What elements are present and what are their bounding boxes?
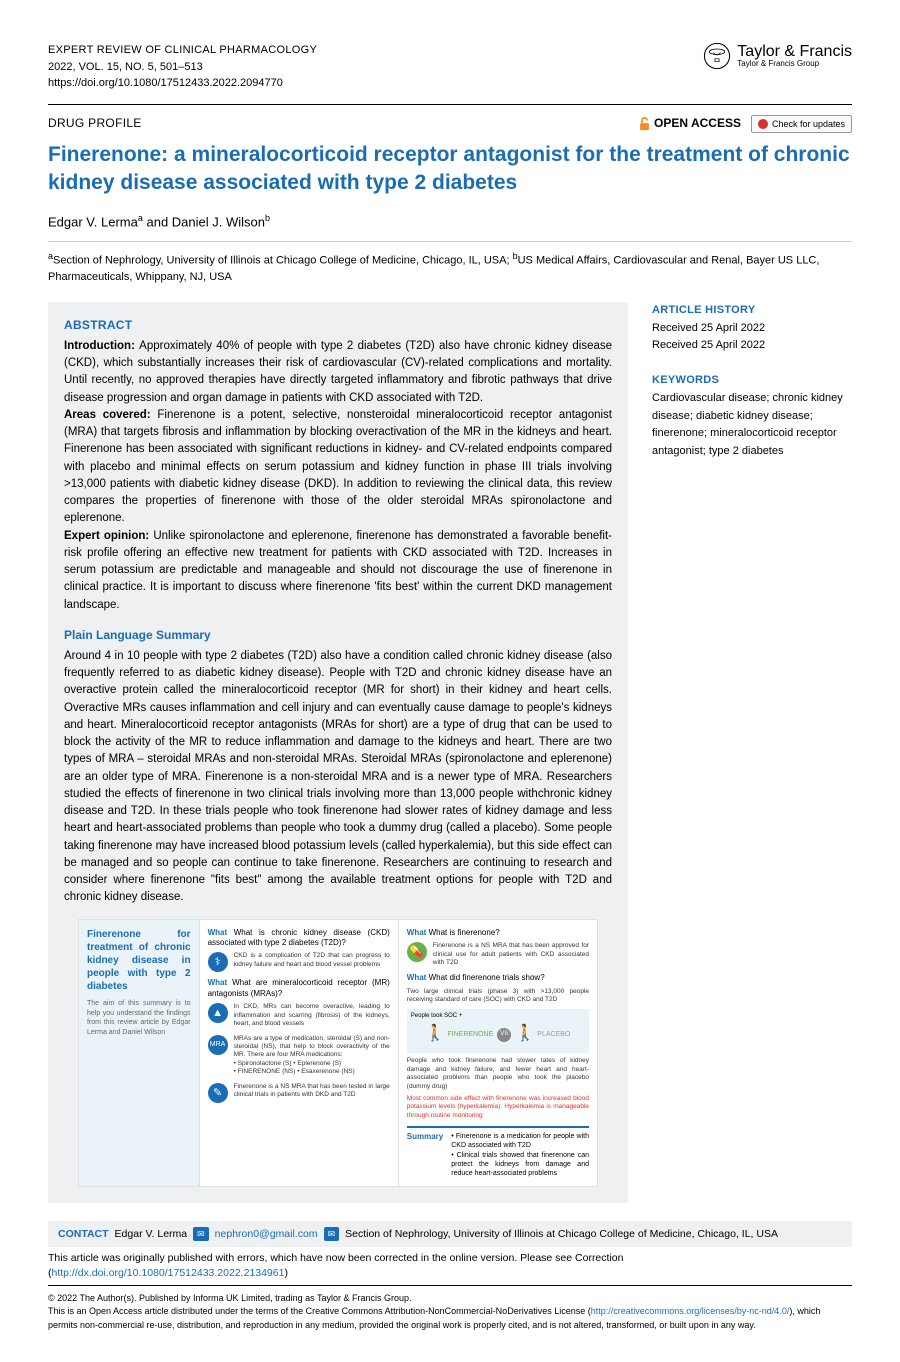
contact-address: Section of Nephrology, University of Ill… — [345, 1227, 778, 1242]
authors: Edgar V. Lermaa and Daniel J. Wilsonb — [48, 212, 852, 232]
journal-doi[interactable]: https://doi.org/10.1080/17512433.2022.20… — [48, 75, 317, 92]
crossmark-icon — [758, 119, 768, 129]
journal-info: EXPERT REVIEW OF CLINICAL PHARMACOLOGY 2… — [48, 42, 317, 92]
trial-icon: ✎ — [208, 1083, 228, 1103]
received-date: Received 25 April 2022 — [652, 320, 852, 338]
copyright: © 2022 The Author(s). Published by Infor… — [48, 1292, 852, 1333]
trial-box: People took SOC + 🚶 FINERENONE VS 🚶 PLAC… — [407, 1009, 589, 1054]
mra-icon: MRA — [208, 1035, 228, 1055]
abstract-areas: Finerenone is a potent, selective, nonst… — [64, 409, 612, 525]
kidney-icon: ⚕ — [208, 952, 228, 972]
divider — [48, 241, 852, 242]
keywords: Cardiovascular disease; chronic kidney d… — [652, 390, 852, 460]
correction-link[interactable]: http://dx.doi.org/10.1080/17512433.2022.… — [52, 1267, 285, 1279]
contact-email[interactable]: nephron0@gmail.com — [215, 1227, 318, 1242]
address-icon: ✉ — [324, 1227, 340, 1242]
journal-citation: 2022, VOL. 15, NO. 5, 501–513 — [48, 59, 317, 76]
warning-icon: ▲ — [208, 1003, 228, 1023]
journal-name: EXPERT REVIEW OF CLINICAL PHARMACOLOGY — [48, 42, 317, 59]
journal-header: EXPERT REVIEW OF CLINICAL PHARMACOLOGY 2… — [48, 42, 852, 92]
keywords-heading: KEYWORDS — [652, 372, 852, 390]
article-title: Finerenone: a mineralocorticoid receptor… — [48, 141, 852, 198]
section-label: DRUG PROFILE — [48, 115, 142, 132]
infographic-title: Finerenone for treatment of chronic kidn… — [87, 928, 191, 993]
open-access-badge: OPEN ACCESS — [639, 115, 741, 132]
cc-license-link[interactable]: http://creativecommons.org/licenses/by-n… — [591, 1306, 790, 1316]
email-icon: ✉ — [193, 1227, 209, 1242]
divider — [48, 104, 852, 105]
publisher-logo: Taylor & Francis Taylor & Francis Group — [703, 42, 852, 70]
pill-icon: 💊 — [407, 942, 427, 962]
contact-bar: CONTACT Edgar V. Lerma ✉ nephron0@gmail.… — [48, 1221, 852, 1248]
publisher-tagline: Taylor & Francis Group — [737, 60, 852, 69]
infographic: Finerenone for treatment of chronic kidn… — [78, 919, 598, 1187]
accepted-date: Received 25 April 2022 — [652, 337, 852, 355]
open-lock-icon — [639, 117, 650, 131]
infographic-aim: The aim of this summary is to help you u… — [87, 999, 191, 1038]
abstract-intro: Approximately 40% of people with type 2 … — [64, 340, 612, 404]
person-icon: 🚶 — [425, 1024, 443, 1045]
history-heading: ARTICLE HISTORY — [652, 302, 852, 320]
affiliations: aSection of Nephrology, University of Il… — [48, 250, 852, 286]
correction-notice: This article was originally published wi… — [48, 1251, 852, 1285]
publisher-name: Taylor & Francis — [737, 43, 852, 61]
check-updates-button[interactable]: Check for updates — [751, 115, 852, 134]
footer: CONTACT Edgar V. Lerma ✉ nephron0@gmail.… — [48, 1221, 852, 1333]
author-1[interactable]: Edgar V. Lerma — [48, 214, 138, 229]
sidebar: ARTICLE HISTORY Received 25 April 2022 R… — [652, 302, 852, 1203]
abstract-box: ABSTRACT Introduction: Approximately 40%… — [48, 302, 628, 1203]
lamp-icon — [703, 42, 731, 70]
plain-summary: Around 4 in 10 people with type 2 diabet… — [64, 648, 612, 907]
person-icon: 🚶 — [515, 1024, 533, 1045]
contact-name: Edgar V. Lerma — [115, 1227, 188, 1242]
author-2[interactable]: Daniel J. Wilson — [172, 214, 265, 229]
plain-summary-heading: Plain Language Summary — [64, 626, 612, 644]
abstract-heading: ABSTRACT — [64, 316, 612, 334]
